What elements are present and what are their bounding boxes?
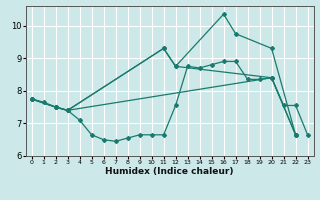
X-axis label: Humidex (Indice chaleur): Humidex (Indice chaleur) <box>105 167 234 176</box>
